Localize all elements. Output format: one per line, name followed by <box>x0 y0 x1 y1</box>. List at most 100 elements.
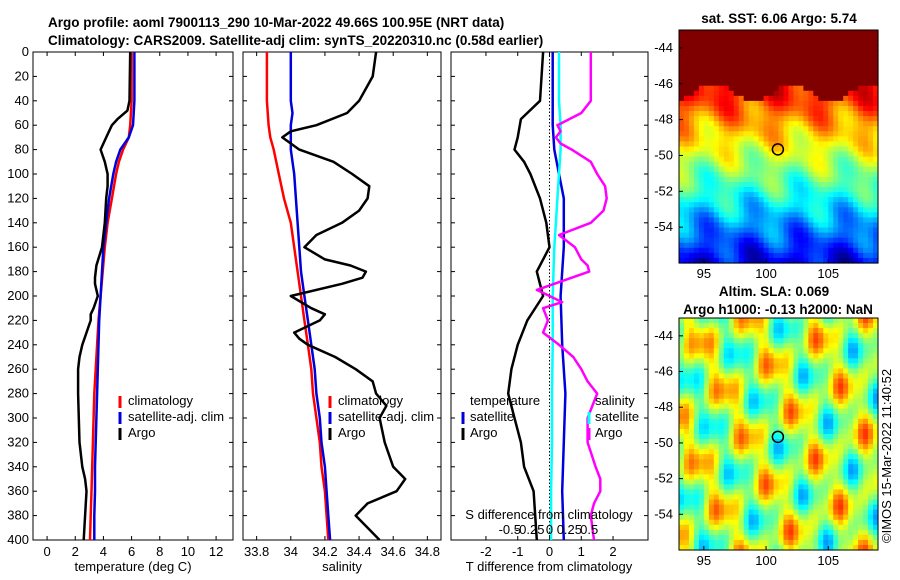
heatmap-cell <box>693 428 700 435</box>
heatmap-cell <box>813 121 819 127</box>
heatmap-cell <box>868 105 874 112</box>
heatmap-cell <box>858 358 864 364</box>
heatmap-cell <box>728 237 735 244</box>
heatmap-cell <box>868 418 874 425</box>
heatmap-cell <box>858 202 864 208</box>
heatmap-cell <box>753 60 760 67</box>
x-tick-label: 10 <box>181 544 195 559</box>
heatmap-cell <box>813 136 819 143</box>
heatmap-cell <box>828 227 834 234</box>
s-difference-scale: -0.5-0.25 0 0.250.5 <box>499 522 599 537</box>
heatmap-cell <box>738 151 745 158</box>
heatmap-cell <box>868 519 874 526</box>
heatmap-cell <box>788 464 795 470</box>
heatmap-cell <box>693 529 700 536</box>
heatmap-cell <box>703 207 710 213</box>
salinity-axes-box <box>242 51 442 541</box>
heatmap-cell <box>698 171 705 178</box>
heatmap-cell <box>768 544 775 551</box>
heatmap-cell <box>863 257 869 264</box>
heatmap-cell <box>708 207 715 213</box>
heatmap-cell <box>693 338 700 344</box>
heatmap-cell <box>758 368 765 375</box>
heatmap-cell <box>813 434 819 440</box>
heatmap-cell <box>679 197 685 203</box>
heatmap-cell <box>768 484 775 491</box>
heatmap-cell <box>838 489 844 496</box>
heatmap-cell <box>688 131 695 137</box>
heatmap-cell <box>683 333 690 339</box>
heatmap-cell <box>743 388 750 395</box>
heatmap-cell <box>768 85 775 92</box>
heatmap-cell <box>838 50 844 56</box>
heatmap-cell <box>738 408 745 415</box>
heatmap-cell <box>858 519 864 526</box>
heatmap-cell <box>803 363 809 370</box>
heatmap-cell <box>873 534 879 541</box>
heatmap-cell <box>703 444 710 450</box>
heatmap-cell <box>788 166 795 173</box>
heatmap-cell <box>753 212 760 219</box>
heatmap-cell <box>708 197 715 203</box>
heatmap-cell <box>679 469 685 475</box>
heatmap-cell <box>788 111 795 117</box>
heatmap-cell <box>683 368 690 375</box>
heatmap-cell <box>728 65 735 72</box>
heatmap-cell <box>748 217 755 224</box>
heatmap-cell <box>848 413 854 420</box>
heatmap-cell <box>853 50 859 56</box>
heatmap-cell <box>818 509 824 516</box>
heatmap-cell <box>733 232 740 239</box>
heatmap-cell <box>713 373 720 380</box>
heatmap-cell <box>838 469 844 475</box>
heatmap-cell <box>788 539 795 546</box>
heatmap-cell <box>838 504 844 511</box>
heatmap-cell <box>788 368 795 375</box>
heatmap-cell <box>703 65 710 72</box>
heatmap-cell <box>798 202 804 208</box>
heatmap-cell <box>753 383 760 390</box>
heatmap-cell <box>828 348 834 354</box>
heatmap-cell <box>773 242 780 249</box>
heatmap-cell <box>793 222 799 229</box>
salinity-series <box>265 52 407 540</box>
heatmap-cell <box>873 479 879 486</box>
heatmap-cell <box>808 434 814 440</box>
heatmap-cell <box>703 418 710 425</box>
heatmap-cell <box>693 242 700 249</box>
heatmap-cell <box>873 242 879 249</box>
heatmap-cell <box>788 328 795 334</box>
heatmap-cell <box>818 393 824 400</box>
heatmap-cell <box>833 338 839 344</box>
heatmap-cell <box>753 338 760 344</box>
heatmap-cell <box>833 509 839 516</box>
heatmap-cell <box>693 217 700 224</box>
heatmap-cell <box>858 398 864 405</box>
heatmap-cell <box>683 30 690 36</box>
heatmap-cell <box>853 388 859 395</box>
heatmap-cell <box>728 534 735 541</box>
heatmap-cell <box>853 413 859 420</box>
heatmap-cell <box>823 358 829 364</box>
heatmap-cell <box>848 161 854 168</box>
heatmap-cell <box>808 212 814 219</box>
heatmap-cell <box>783 418 790 425</box>
heatmap-cell <box>683 212 690 219</box>
heatmap-cell <box>723 459 730 465</box>
heatmap-cell <box>758 509 765 516</box>
heatmap-cell <box>713 353 720 359</box>
heatmap-cell <box>753 166 760 173</box>
heatmap-cell <box>733 105 740 112</box>
heatmap-cell <box>733 439 740 445</box>
heatmap-cell <box>748 484 755 491</box>
heatmap-cell <box>868 126 874 132</box>
heatmap-cell <box>708 519 715 526</box>
heatmap-cell <box>728 398 735 405</box>
heatmap-cell <box>763 126 770 132</box>
heatmap-cell <box>768 197 775 203</box>
heatmap-cell <box>808 408 814 415</box>
heatmap-cell <box>763 85 770 92</box>
heatmap-cell <box>853 373 859 380</box>
heatmap-cell <box>723 252 730 259</box>
heatmap-cell <box>788 418 795 425</box>
